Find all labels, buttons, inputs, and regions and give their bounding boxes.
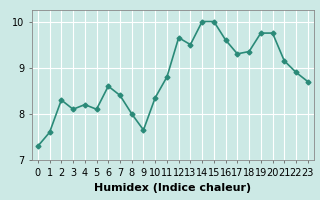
X-axis label: Humidex (Indice chaleur): Humidex (Indice chaleur)	[94, 183, 252, 193]
